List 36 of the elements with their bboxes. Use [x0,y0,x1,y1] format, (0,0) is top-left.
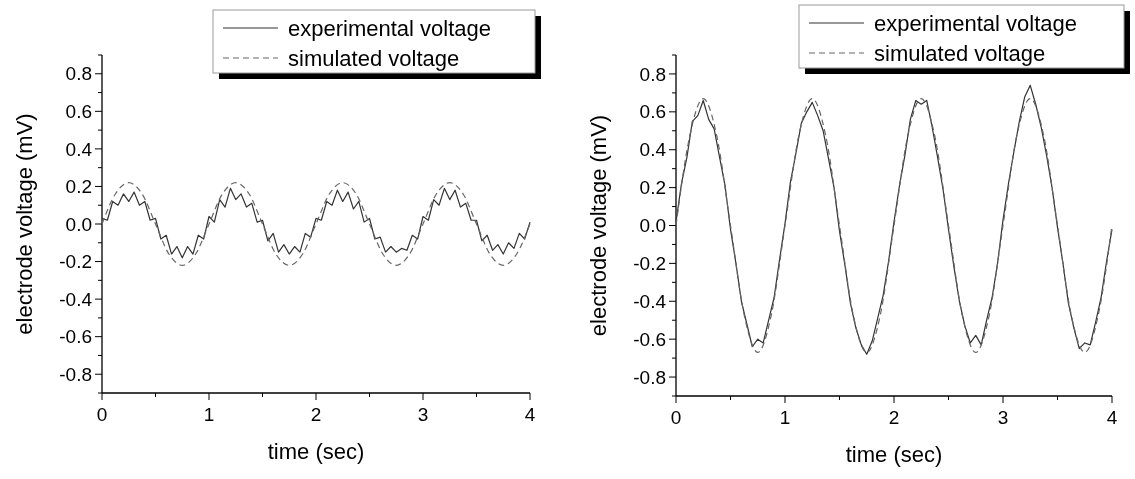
y-tick-label: 0.2 [65,176,92,198]
y-tick-label: 0.4 [639,139,667,161]
x-tick-label: 3 [997,407,1009,428]
x-axis-title: time (sec) [267,439,365,464]
x-tick-label: 2 [310,404,322,425]
legend-label: simulated voltage [874,40,1046,66]
y-tick-label: -0.8 [59,363,92,385]
legend-label: simulated voltage [288,45,460,71]
y-axis-title: electrode voltage (mV) [12,113,37,335]
y-tick-label: 0.0 [639,215,666,237]
x-tick-label: 4 [524,404,536,425]
y-tick-label: -0.8 [633,366,666,388]
x-tick-label: 2 [888,407,900,428]
x-tick-label: 1 [779,407,791,428]
y-tick-label: 0.6 [639,101,666,123]
y-axis-title: electrode voltage (mV) [586,114,611,337]
x-tick-label: 0 [96,404,108,425]
y-tick-label: 0.2 [639,177,666,199]
y-tick-label: -0.6 [633,328,666,350]
legend-label: experimental voltage [874,10,1078,36]
y-tick-label: -0.2 [59,251,92,273]
y-tick-label: -0.4 [59,288,93,310]
x-tick-label: 1 [203,404,215,425]
y-tick-label: 0.0 [65,213,92,235]
x-tick-label: 3 [417,404,429,425]
y-tick-label: 0.4 [65,138,93,160]
y-tick-label: -0.2 [633,253,666,275]
legend-label: experimental voltage [288,15,492,41]
x-axis-title: time (sec) [845,442,943,467]
y-tick-label: 0.8 [639,63,666,85]
y-tick-label: -0.6 [59,326,92,348]
y-tick-label: 0.6 [65,100,92,122]
y-tick-label: -0.4 [633,290,667,312]
y-tick-label: 0.8 [65,63,92,85]
x-tick-label: 4 [1106,407,1118,428]
x-tick-label: 0 [670,407,682,428]
